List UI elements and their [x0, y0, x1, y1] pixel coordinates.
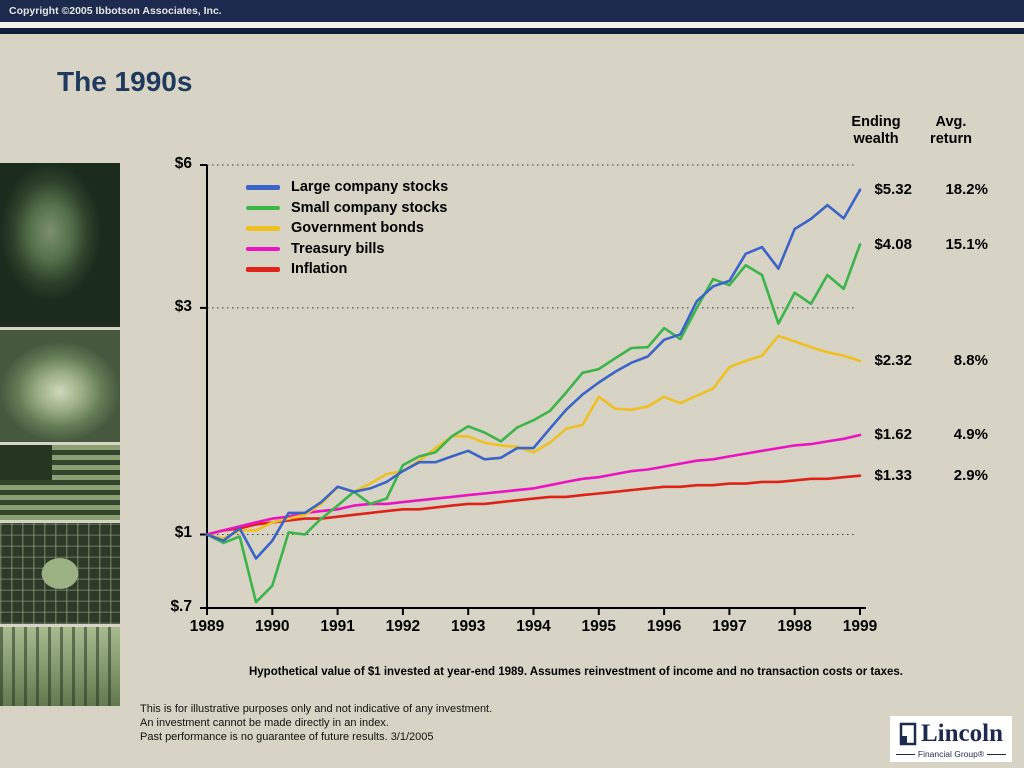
avg-return-header: Avg. return — [930, 114, 972, 147]
x-tick-label: 1997 — [712, 618, 747, 635]
growth-of-dollar-chart — [200, 164, 866, 615]
stats-header: Ending wealth Avg. return — [840, 114, 988, 148]
legend-item: Government bonds — [246, 218, 448, 239]
legend-label: Government bonds — [291, 220, 424, 237]
legend-swatch — [246, 246, 280, 251]
x-tick-label: 1992 — [385, 618, 421, 635]
y-tick-label: $.7 — [170, 598, 192, 615]
stat-row: $4.08 15.1% — [840, 236, 988, 253]
legend-swatch — [246, 185, 280, 190]
lincoln-logo-name: Lincoln — [921, 720, 1003, 747]
legend-item: Treasury bills — [246, 239, 448, 260]
top-divider-rule — [0, 28, 1024, 34]
legend-item: Small company stocks — [246, 198, 448, 219]
x-tick-label: 1989 — [189, 618, 225, 635]
copyright-bar: Copyright ©2005 Ibbotson Associates, Inc… — [0, 0, 1024, 22]
x-tick-label: 1998 — [777, 618, 812, 635]
avg-return-value: 8.8% — [953, 351, 988, 369]
logo-rule-left — [896, 753, 915, 755]
series-line-small-company-stocks — [205, 243, 862, 604]
ending-wealth-value: $1.62 — [874, 425, 912, 443]
legend-swatch — [246, 267, 280, 272]
disclaimer-text: This is for illustrative purposes only a… — [140, 702, 492, 744]
avg-return-value: 18.2% — [945, 180, 988, 198]
series-line-treasury-bills — [205, 433, 862, 536]
photo-us-flag — [0, 445, 120, 520]
avg-return-value: 2.9% — [953, 466, 988, 484]
stat-row: $5.32 18.2% — [840, 181, 988, 198]
disclaimer-line: An investment cannot be made directly in… — [140, 717, 389, 729]
x-tick-label: 1991 — [320, 618, 355, 635]
series-line-inflation — [205, 474, 862, 536]
series-line-large-company-stocks — [205, 188, 862, 560]
chart-legend: Large company stocks Small company stocks… — [246, 177, 448, 280]
stat-row: $1.62 4.9% — [840, 426, 988, 443]
slide-title: The 1990s — [57, 66, 193, 97]
y-tick-label: $3 — [174, 297, 192, 315]
lincoln-logo-icon — [899, 722, 917, 746]
legend-swatch — [246, 205, 280, 210]
logo-rule-right — [987, 753, 1007, 755]
legend-item: Large company stocks — [246, 177, 448, 198]
x-tick-label: 1993 — [450, 618, 486, 635]
x-tick-label: 1990 — [255, 618, 290, 635]
y-tick-label: $6 — [174, 155, 192, 172]
lincoln-logo-subtitle: Financial Group® — [917, 749, 985, 759]
photo-strip — [0, 163, 120, 709]
photo-clinton-speech — [0, 163, 120, 327]
legend-label: Treasury bills — [291, 240, 385, 257]
disclaimer-line: Past performance is no guarantee of futu… — [140, 731, 434, 743]
photo-building — [0, 627, 120, 706]
legend-swatch — [246, 226, 280, 231]
copyright-text: Copyright ©2005 Ibbotson Associates, Inc… — [9, 5, 222, 17]
ending-wealth-header: Ending wealth — [851, 114, 901, 147]
chart-footnote: Hypothetical value of $1 invested at yea… — [248, 666, 904, 678]
x-tick-label: 1995 — [581, 618, 617, 635]
ending-wealth-value: $4.08 — [874, 235, 912, 253]
top-gap — [0, 22, 1024, 28]
y-tick-label: $1 — [174, 524, 192, 542]
ending-wealth-value: $5.32 — [874, 180, 912, 198]
photo-microchip — [0, 523, 120, 624]
ending-wealth-value: $1.33 — [874, 466, 912, 484]
series-line-government-bonds — [205, 334, 862, 540]
stat-row: $2.32 8.8% — [840, 352, 988, 369]
x-tick-label: 1996 — [646, 618, 682, 635]
x-tick-label: 1999 — [842, 618, 878, 635]
legend-label: Inflation — [291, 261, 348, 278]
x-tick-label: 1994 — [516, 618, 551, 635]
stat-row: $1.33 2.9% — [840, 467, 988, 484]
legend-label: Small company stocks — [291, 199, 448, 216]
lincoln-logo: Lincoln Financial Group® — [890, 716, 1012, 762]
avg-return-value: 15.1% — [945, 235, 988, 253]
avg-return-value: 4.9% — [953, 425, 988, 443]
legend-label: Large company stocks — [291, 179, 449, 196]
photo-dolly-sheep — [0, 330, 120, 442]
legend-item: Inflation — [246, 259, 448, 280]
ending-wealth-value: $2.32 — [874, 351, 912, 369]
disclaimer-line: This is for illustrative purposes only a… — [140, 703, 493, 715]
